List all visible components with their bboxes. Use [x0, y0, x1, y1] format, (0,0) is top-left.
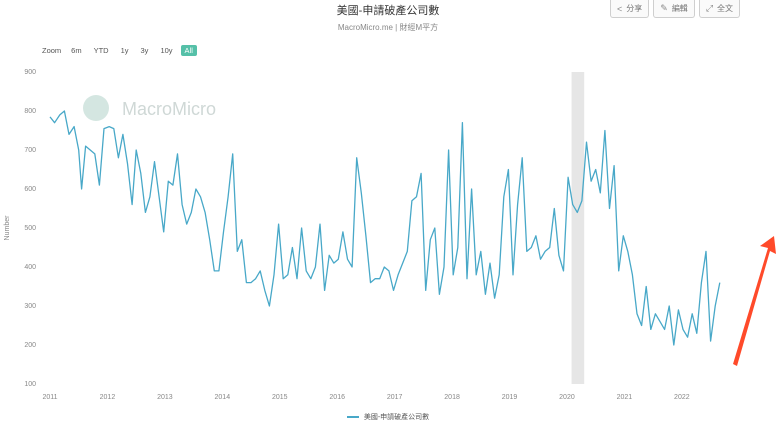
annotation-arrow-icon — [733, 236, 776, 366]
y-tick-label: 400 — [24, 264, 36, 271]
expand-label: 全文 — [717, 4, 734, 13]
zoom-ytd-button[interactable]: YTD — [93, 46, 109, 55]
x-tick-label: 2019 — [502, 394, 518, 401]
zoom-3y-button[interactable]: 3y — [140, 46, 149, 55]
y-tick-label: 900 — [24, 69, 36, 76]
legend-label: 美國-申請破產公司數 — [363, 414, 430, 421]
share-button[interactable]: < 分享 — [610, 0, 650, 18]
edit-label: 編輯 — [671, 4, 688, 13]
legend-swatch — [346, 416, 359, 418]
watermark: MacroMicro — [83, 95, 216, 121]
zoom-1y-button[interactable]: 1y — [120, 46, 129, 55]
zoom-label: Zoom — [42, 46, 62, 55]
x-tick-label: 2011 — [42, 394, 57, 401]
zoom-selector: Zoom 6m YTD 1y 3y 10y All — [42, 45, 197, 56]
zoom-6m-button[interactable]: 6m — [71, 46, 82, 55]
x-tick-label: 2020 — [559, 394, 575, 401]
y-axis-label: Number — [4, 215, 11, 241]
x-axis: 2011 2012 2013 2014 2015 2016 2017 2018 2019 2020… — [42, 394, 689, 401]
chart-title: 美國-申請破產公司數 — [336, 5, 440, 17]
x-tick-label: 2018 — [444, 394, 460, 401]
expand-button[interactable]: ⤢ 全文 — [698, 0, 741, 18]
y-axis: 100 200 300 400 500 600 700 800 900 — [24, 69, 36, 388]
edit-button[interactable]: ✎ 編輯 — [653, 0, 695, 18]
chart-subtitle: MacroMicro.me | 財經M平方 — [337, 23, 439, 32]
y-tick-label: 300 — [24, 303, 36, 310]
expand-icon: ⤢ — [705, 3, 714, 13]
series-line[interactable] — [49, 110, 721, 346]
chart-toolbar: < 分享 ✎ 編輯 ⤢ 全文 — [610, 0, 741, 18]
x-tick-label: 2012 — [100, 394, 116, 401]
y-tick-label: 800 — [24, 108, 36, 115]
x-tick-label: 2015 — [272, 394, 288, 401]
x-tick-label: 2013 — [157, 394, 173, 401]
x-tick-label: 2022 — [674, 394, 690, 401]
x-tick-label: 2016 — [329, 394, 345, 401]
y-tick-label: 100 — [24, 381, 36, 388]
watermark-text: MacroMicro — [122, 99, 216, 119]
x-tick-label: 2014 — [215, 394, 231, 401]
y-tick-label: 700 — [24, 147, 36, 154]
share-label: 分享 — [626, 4, 643, 13]
legend[interactable]: 美國-申請破產公司數 — [0, 412, 776, 422]
y-tick-label: 200 — [24, 342, 36, 349]
watermark-logo-icon — [83, 95, 109, 121]
zoom-10y-button[interactable]: 10y — [160, 46, 173, 55]
y-tick-label: 600 — [24, 186, 36, 193]
x-tick-label: 2021 — [617, 394, 633, 401]
share-icon: < — [617, 3, 623, 14]
zoom-all-button[interactable]: All — [180, 45, 197, 56]
x-tick-label: 2017 — [387, 394, 403, 401]
y-tick-label: 500 — [24, 225, 36, 232]
recession-shade — [571, 72, 585, 384]
pencil-icon: ✎ — [660, 3, 668, 13]
